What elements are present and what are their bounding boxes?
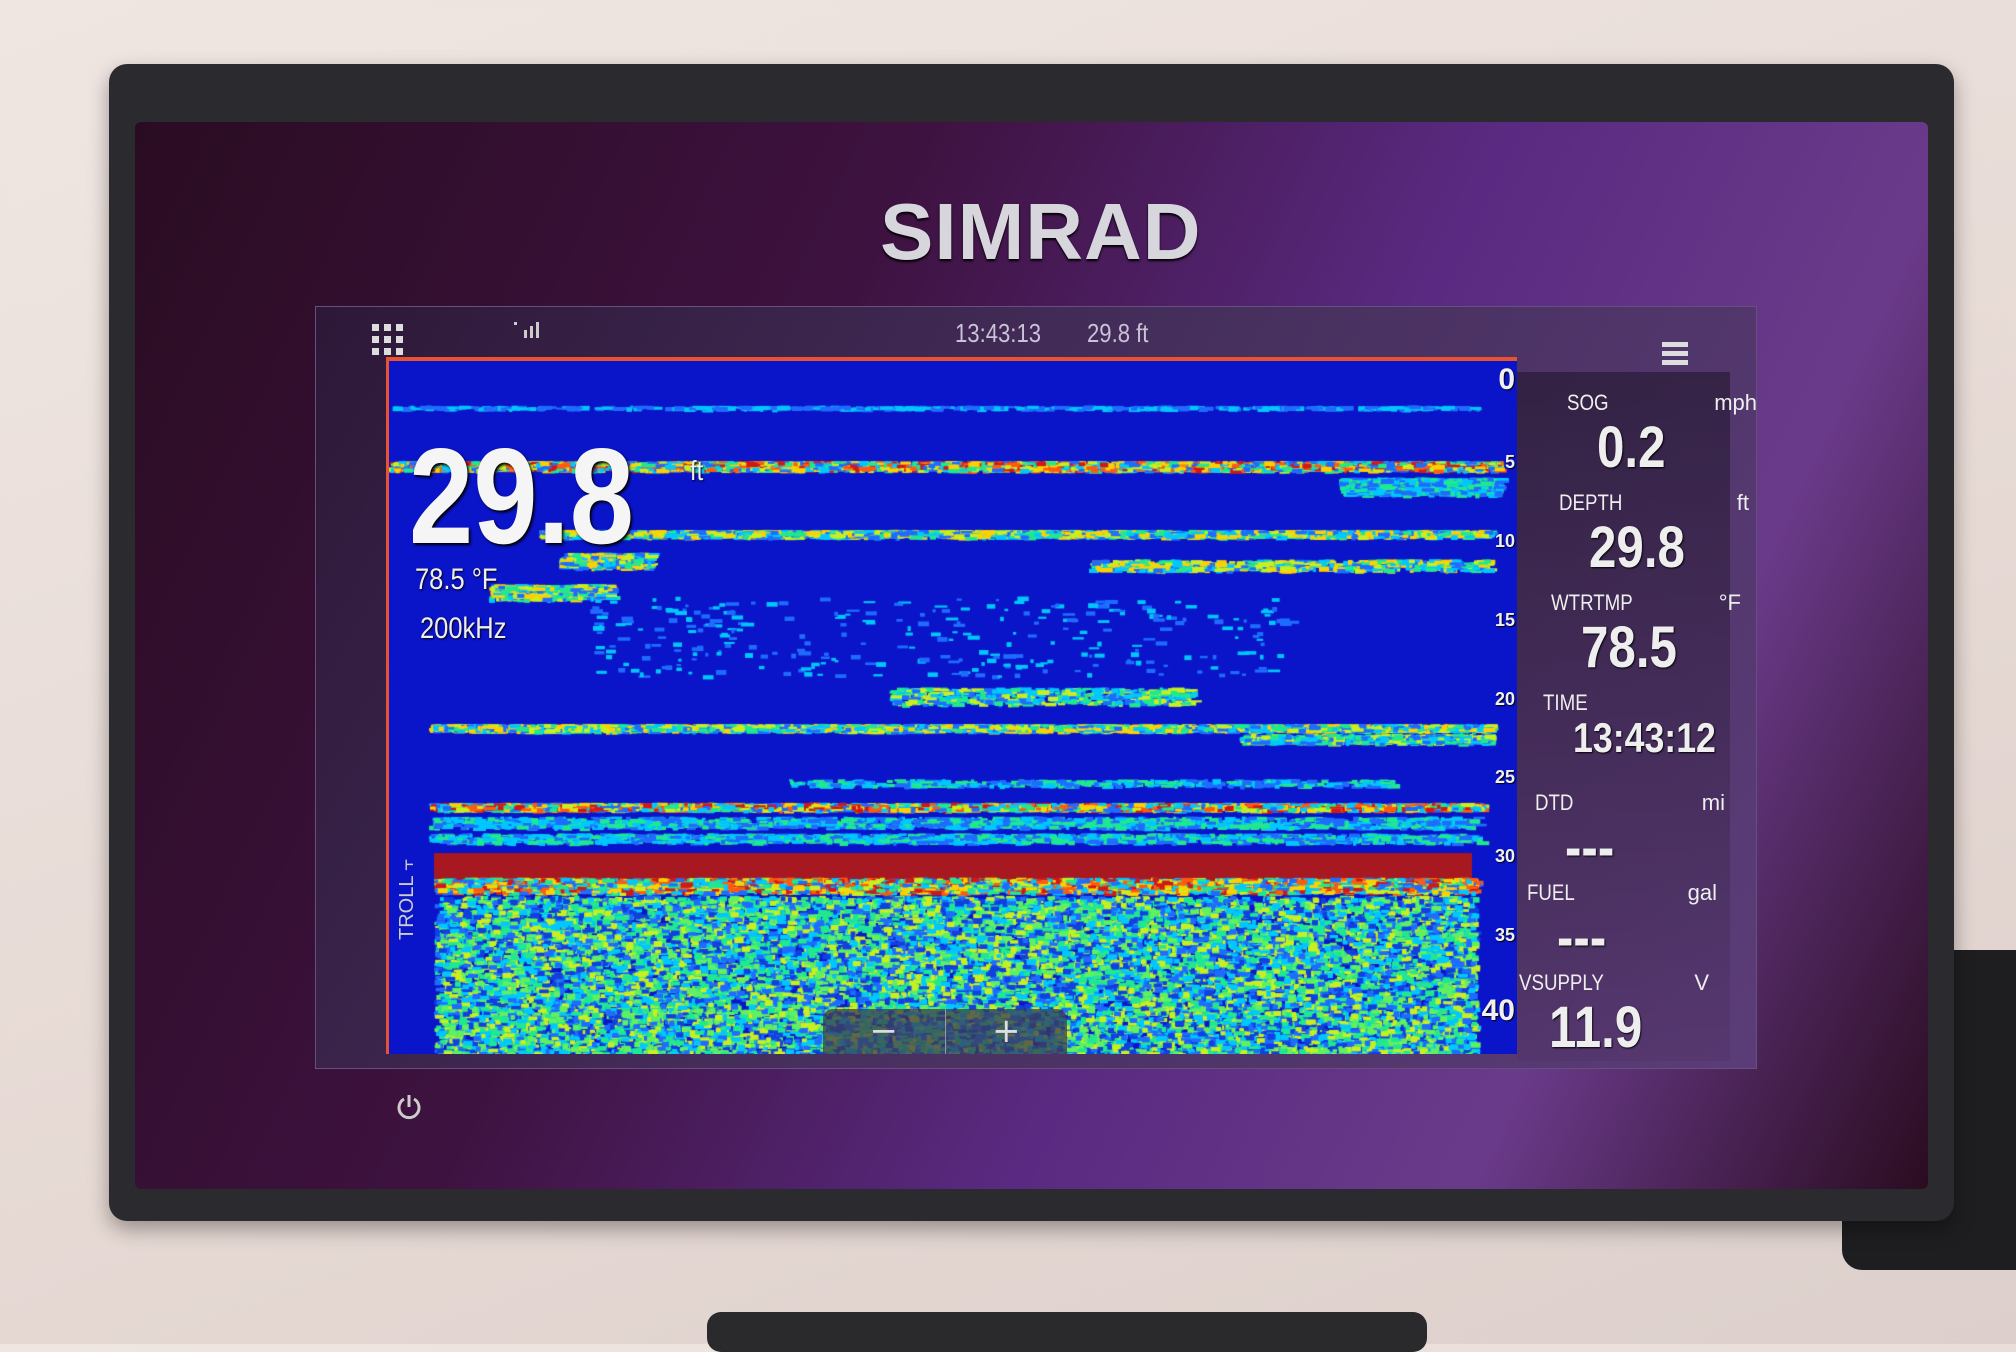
data-item-value: --- bbox=[1565, 815, 1615, 880]
topbar-depth: 29.8 ft bbox=[1087, 318, 1149, 348]
brand-logo: SIMRAD bbox=[880, 187, 1202, 276]
data-item-value: 0.2 bbox=[1597, 415, 1666, 480]
water-temp: 78.5 °F bbox=[415, 563, 498, 596]
depth-tick: 10 bbox=[1494, 530, 1515, 551]
data-item-value: 11.9 bbox=[1549, 995, 1643, 1060]
troll-label: TROLL bbox=[396, 876, 418, 940]
depth-tick: 20 bbox=[1494, 688, 1515, 709]
data-item-value: 29.8 bbox=[1589, 515, 1685, 580]
signal-icon bbox=[514, 322, 539, 338]
data-item-label: WTRTMP bbox=[1551, 590, 1633, 615]
depth-tick: 0 bbox=[1498, 363, 1515, 396]
power-icon[interactable] bbox=[394, 1092, 424, 1122]
data-item-unit: mi bbox=[1701, 790, 1725, 815]
sonar-view[interactable]: 0 5 10 15 20 25 30 35 40 bbox=[386, 357, 1517, 1054]
menu-icon[interactable] bbox=[1660, 340, 1690, 368]
apps-grid-icon[interactable] bbox=[370, 322, 406, 358]
depth-tick: 15 bbox=[1494, 609, 1515, 630]
data-item-label: SOG bbox=[1567, 390, 1609, 415]
data-item-label: TIME bbox=[1543, 690, 1588, 715]
data-item-unit: ft bbox=[1736, 490, 1749, 515]
depth-readout: 29.8 bbox=[409, 420, 634, 572]
data-item-value: 13:43:12 bbox=[1573, 714, 1716, 761]
data-item-value: --- bbox=[1557, 905, 1607, 970]
depth-tick: 5 bbox=[1504, 451, 1515, 472]
data-item-label: VSUPPLY bbox=[1519, 970, 1604, 995]
depth-tick: 35 bbox=[1494, 925, 1515, 946]
data-item-label: FUEL bbox=[1527, 880, 1575, 905]
zoom-controls: − + bbox=[823, 1009, 1067, 1054]
zoom-in-button[interactable]: + bbox=[992, 1011, 1021, 1051]
depth-tick: 30 bbox=[1494, 846, 1515, 867]
data-item-label: DTD bbox=[1535, 790, 1574, 815]
transducer-icon: ⫟ bbox=[396, 858, 418, 871]
data-item-unit: V bbox=[1694, 970, 1709, 995]
data-item-unit: °F bbox=[1718, 590, 1741, 615]
topbar-time: 13:43:13 bbox=[955, 318, 1042, 348]
data-item-unit: gal bbox=[1687, 880, 1717, 905]
depth-unit: ft bbox=[690, 455, 704, 486]
data-item-value: 78.5 bbox=[1581, 615, 1677, 680]
zoom-out-button[interactable]: − bbox=[823, 1009, 946, 1054]
data-item-label: DEPTH bbox=[1559, 490, 1623, 515]
depth-tick: 40 bbox=[1481, 994, 1515, 1027]
mount-base bbox=[707, 1312, 1427, 1352]
data-item-unit: mph bbox=[1714, 390, 1757, 415]
troll-mode-label[interactable]: TROLL ⫟ bbox=[396, 859, 419, 940]
depth-tick: 25 bbox=[1494, 767, 1515, 788]
data-panel: SOG mph 0.2 DEPTH ft 29.8 WTRTMP °F 78.5 TI… bbox=[1517, 372, 1757, 1061]
sonar-echogram bbox=[389, 361, 1517, 1054]
frequency: 200kHz bbox=[420, 612, 507, 645]
